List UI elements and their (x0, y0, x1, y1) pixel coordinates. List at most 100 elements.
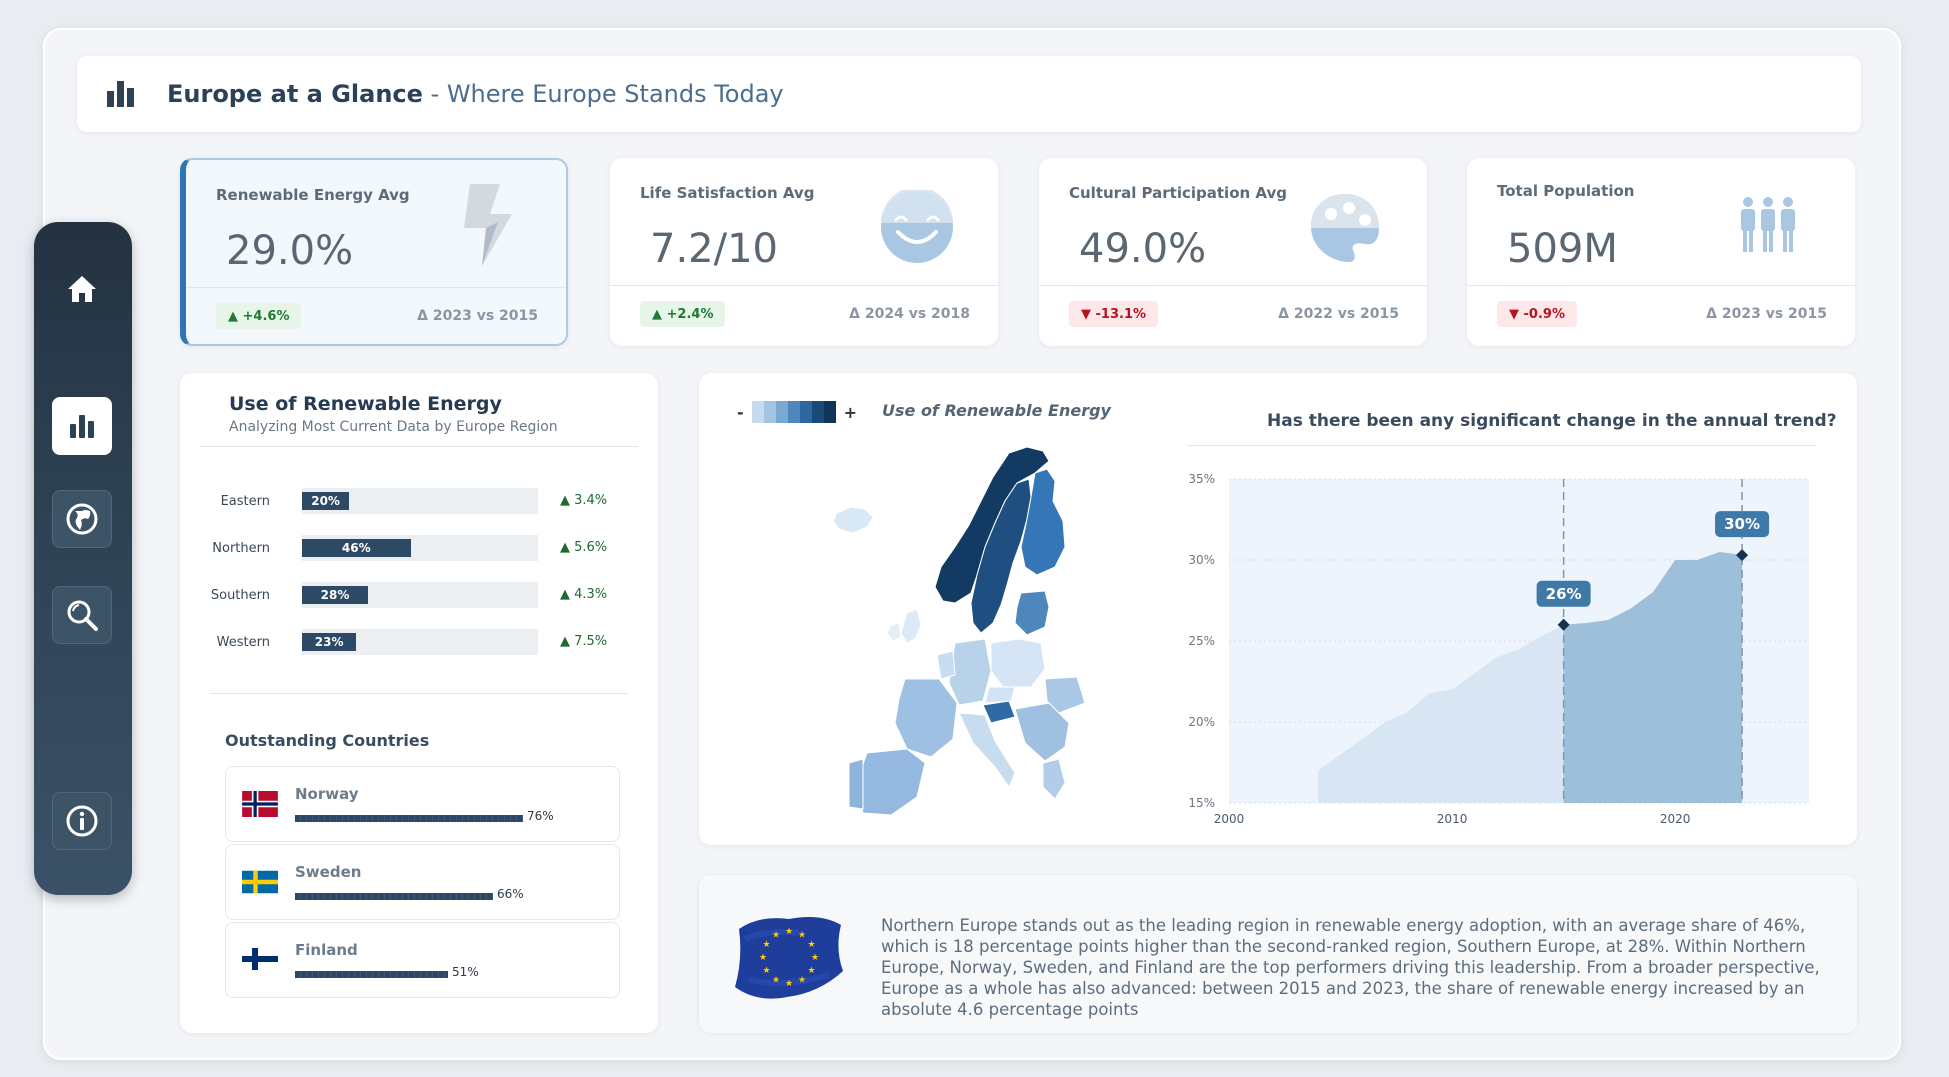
kpi-total-population[interactable]: Total Population 509M ▼ -0.9% Δ 2023 vs … (1467, 158, 1855, 346)
annotation-label: 30% (1724, 515, 1760, 533)
map-region-baltics[interactable] (1014, 590, 1050, 636)
panel-title: Use of Renewable Energy (229, 393, 502, 415)
map-region-uk[interactable] (900, 608, 922, 644)
map-title: Use of Renewable Energy (882, 401, 1111, 420)
kpi-change-badge: ▲ +4.6% (216, 303, 302, 329)
region-row-western[interactable]: Western 23% ▲ 7.5% (180, 629, 658, 655)
eu-star: ★ (785, 979, 793, 989)
map-region-czechia[interactable] (984, 686, 1016, 704)
region-row-northern[interactable]: Northern 46% ▲ 5.6% (180, 535, 658, 561)
legend-swatch (823, 401, 836, 423)
nav-info[interactable] (52, 792, 112, 850)
y-tick-label: 35% (1188, 472, 1215, 486)
kpi-compare: Δ 2024 vs 2018 (849, 306, 970, 322)
annotation-box (1715, 511, 1770, 538)
map-region-spain[interactable] (854, 748, 926, 816)
country-card-finland[interactable]: Finland 51% (225, 922, 620, 998)
country-card-sweden[interactable]: Sweden 66% (225, 844, 620, 920)
region-row-eastern[interactable]: Eastern 20% ▲ 3.4% (180, 488, 658, 514)
nav-dashboard[interactable] (52, 397, 112, 455)
y-tick-label: 15% (1188, 796, 1215, 810)
x-tick-label: 2010 (1437, 812, 1468, 826)
smiley-icon (881, 190, 953, 263)
map-region-poland[interactable] (990, 638, 1046, 688)
eu-star: ★ (811, 953, 819, 963)
x-tick-label: 2020 (1660, 812, 1691, 826)
eu-star: ★ (798, 976, 806, 986)
kpi-cultural-participation[interactable]: Cultural Participation Avg 49.0% ▼ -13.1… (1039, 158, 1427, 346)
kpi-label: Total Population (1497, 182, 1635, 200)
map-region-germany[interactable] (948, 638, 992, 706)
trend-chart-title: Has there been any significant change in… (1267, 411, 1837, 431)
region-bar: 46% (302, 539, 411, 557)
kpi-compare: Δ 2022 vs 2015 (1278, 306, 1399, 322)
legend-swatch (811, 401, 824, 423)
info-icon (66, 805, 98, 837)
map-region-norway[interactable] (934, 446, 1050, 604)
sidebar (34, 222, 132, 895)
annotation-marker (1736, 549, 1749, 562)
x-tick-label: 2000 (1214, 812, 1245, 826)
eu-star: ★ (772, 930, 780, 940)
kpi-value: 29.0% (226, 228, 354, 274)
region-bar: 20% (302, 492, 350, 510)
kpi-renewable-energy[interactable]: Renewable Energy Avg 29.0% ▲ +4.6% Δ 202… (180, 158, 568, 346)
region-row-southern[interactable]: Southern 28% ▲ 4.3% (180, 582, 658, 608)
map-legend: - + (737, 401, 858, 423)
country-bar (295, 971, 448, 978)
europe-map[interactable] (759, 443, 1179, 843)
kpi-value: 509M (1507, 226, 1618, 272)
home-icon (68, 276, 96, 302)
annotation-box (1536, 580, 1591, 607)
eu-star: ★ (759, 953, 767, 963)
y-tick-label: 30% (1188, 553, 1215, 567)
header-bar: Europe at a Glance - Where Europe Stands… (77, 56, 1861, 132)
nav-home[interactable] (52, 260, 112, 318)
map-region-benelux[interactable] (936, 650, 956, 680)
page-title: Europe at a Glance - Where Europe Stands… (167, 80, 784, 108)
country-card-norway[interactable]: Norway 76% (225, 766, 620, 842)
bar-chart-icon (70, 415, 94, 438)
region-bar: 28% (302, 586, 369, 604)
legend-swatch (751, 401, 764, 423)
nav-search[interactable] (52, 586, 112, 644)
kpi-life-satisfaction[interactable]: Life Satisfaction Avg 7.2/10 ▲ +2.4% Δ 2… (610, 158, 998, 346)
search-icon (67, 600, 98, 631)
map-region-italy[interactable] (958, 712, 1016, 789)
kpi-change-badge: ▼ -0.9% (1497, 301, 1577, 327)
region-bar: 23% (302, 633, 357, 651)
people-icon (1741, 197, 1795, 252)
kpi-value: 7.2/10 (650, 226, 778, 272)
finland-flag-icon (242, 948, 278, 970)
legend-swatch (775, 401, 788, 423)
sweden-flag-icon (242, 870, 278, 894)
map-region-austria[interactable] (982, 700, 1016, 724)
kpi-compare: Δ 2023 vs 2015 (417, 308, 538, 324)
map-region-iceland[interactable] (832, 506, 874, 534)
map-region-portugal[interactable] (848, 758, 864, 810)
kpi-value: 49.0% (1079, 226, 1207, 272)
nav-globe[interactable] (52, 490, 112, 548)
annotation-marker (1557, 618, 1570, 631)
y-tick-label: 20% (1188, 715, 1215, 729)
map-region-greece[interactable] (1042, 758, 1066, 800)
kpi-change-badge: ▲ +2.4% (640, 301, 726, 327)
map-region-france[interactable] (894, 678, 958, 758)
summary-panel: ★ ★ ★ ★ ★ ★ ★ ★ ★ ★ ★ ★ Northern Europe stands out … (699, 875, 1857, 1033)
map-region-romania[interactable] (1044, 676, 1086, 714)
outstanding-countries-title: Outstanding Countries (225, 731, 430, 750)
palette-icon (1311, 194, 1379, 262)
legend-swatch (787, 401, 800, 423)
map-region-finland[interactable] (1020, 468, 1066, 576)
bar-chart-icon (107, 81, 134, 107)
map-region-ireland[interactable] (886, 622, 902, 642)
country-bar (295, 815, 523, 822)
kpi-compare: Δ 2023 vs 2015 (1706, 306, 1827, 322)
trend-chart[interactable]: 15% 20% 25% 30% 35% 2000 2010 2020 26% 30% (1179, 457, 1819, 837)
eu-star: ★ (807, 940, 815, 950)
map-trend-panel: - + Use of Renewable Energy (699, 373, 1857, 845)
country-pct: 66% (497, 887, 524, 901)
eu-star: ★ (785, 927, 793, 937)
eu-star: ★ (807, 966, 815, 976)
annotation-label: 26% (1546, 585, 1582, 603)
